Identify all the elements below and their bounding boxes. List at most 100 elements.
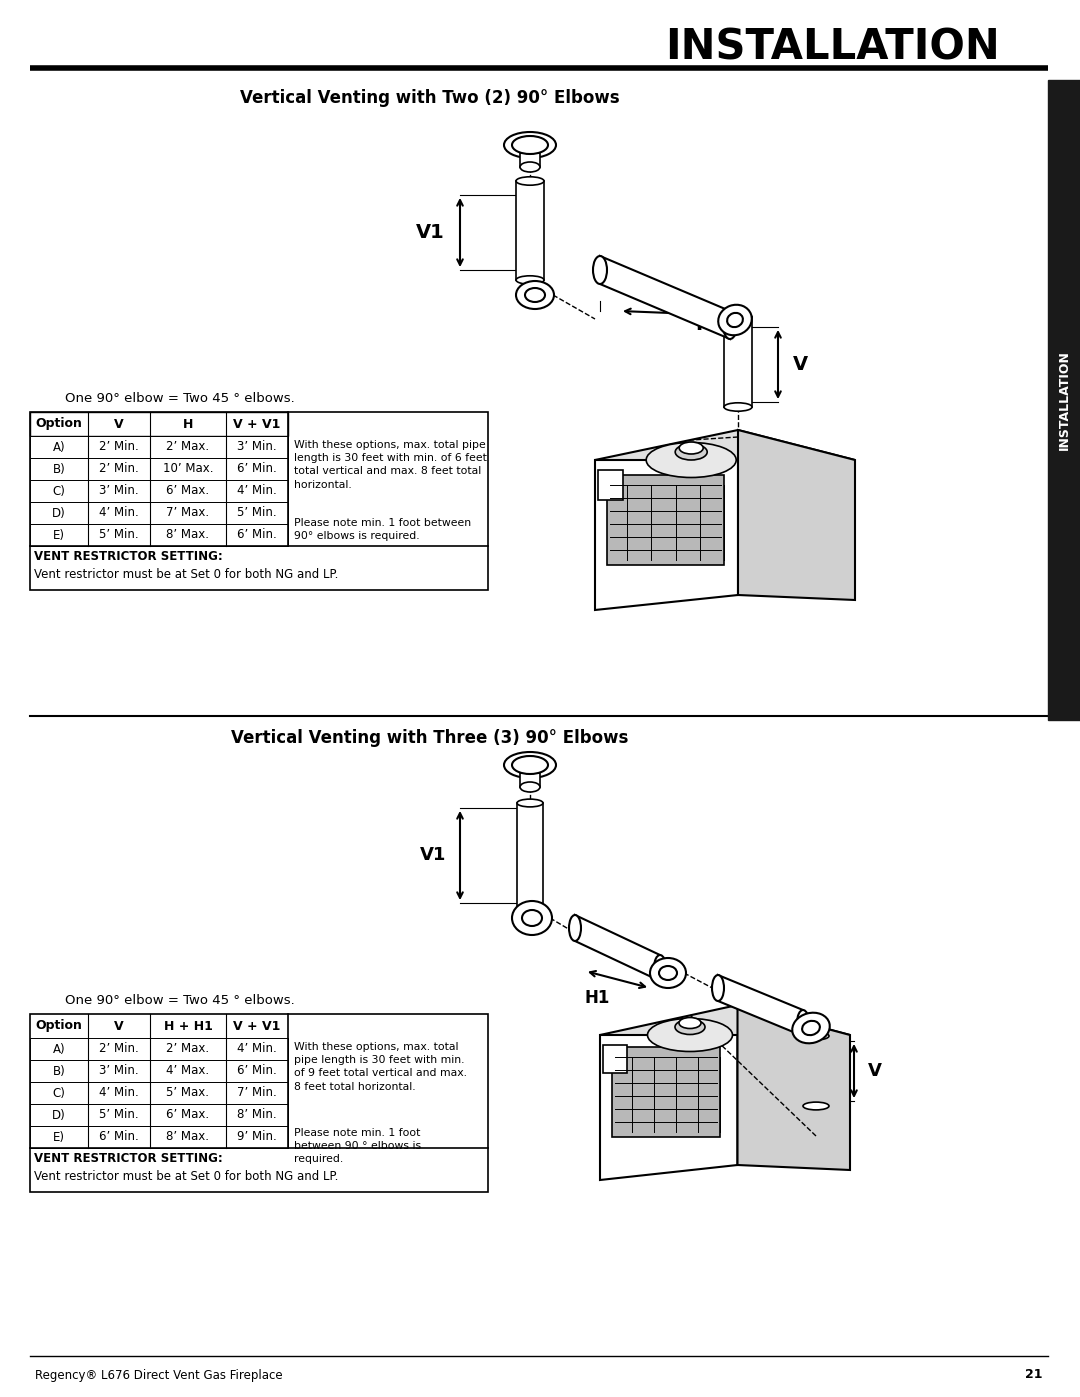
Text: 5’ Min.: 5’ Min. (99, 528, 139, 542)
Polygon shape (738, 430, 855, 599)
Ellipse shape (504, 131, 556, 158)
Text: One 90° elbow = Two 45 ° elbows.: One 90° elbow = Two 45 ° elbows. (65, 993, 295, 1006)
Text: 4’ Min.: 4’ Min. (238, 485, 276, 497)
Bar (30, 1014, 488, 1192)
Text: 2’ Max.: 2’ Max. (166, 440, 210, 454)
Ellipse shape (517, 799, 543, 807)
Ellipse shape (516, 281, 554, 309)
Text: 5’ Min.: 5’ Min. (238, 507, 276, 520)
Ellipse shape (654, 956, 666, 981)
Text: Vent restrictor must be at Set 0 for both NG and LP.: Vent restrictor must be at Set 0 for bot… (33, 1169, 338, 1182)
Text: V: V (114, 1020, 124, 1032)
Text: 4’ Min.: 4’ Min. (99, 507, 139, 520)
Ellipse shape (512, 136, 548, 154)
Polygon shape (600, 1035, 738, 1180)
Text: A): A) (53, 1042, 65, 1056)
Text: 3’ Min.: 3’ Min. (99, 1065, 139, 1077)
Text: Vertical Venting with Two (2) 90° Elbows: Vertical Venting with Two (2) 90° Elbows (240, 89, 620, 108)
Ellipse shape (512, 901, 552, 935)
Text: 8’ Min.: 8’ Min. (238, 1108, 276, 1122)
Bar (607, 475, 724, 564)
Polygon shape (595, 430, 855, 490)
Text: 2’ Min.: 2’ Min. (99, 1042, 139, 1056)
Ellipse shape (646, 443, 737, 478)
Text: V + V1: V + V1 (233, 418, 281, 430)
Text: V1: V1 (416, 222, 445, 242)
Bar (30, 481, 288, 502)
Text: D): D) (52, 1108, 66, 1122)
Text: 4’ Min.: 4’ Min. (99, 1087, 139, 1099)
Text: H: H (696, 316, 712, 334)
Bar (598, 469, 623, 500)
Bar (30, 1126, 288, 1148)
Ellipse shape (504, 752, 556, 778)
Bar (30, 502, 288, 524)
Polygon shape (575, 915, 660, 981)
Text: 6’ Max.: 6’ Max. (166, 1108, 210, 1122)
Ellipse shape (519, 782, 540, 792)
Text: 2’ Max.: 2’ Max. (166, 1042, 210, 1056)
Ellipse shape (659, 965, 677, 981)
Bar (1048, 80, 1080, 719)
Text: 6’ Max.: 6’ Max. (166, 485, 210, 497)
Bar (519, 154, 540, 168)
Ellipse shape (712, 975, 724, 1002)
Polygon shape (600, 1004, 850, 1065)
Bar (804, 1037, 829, 1106)
Text: 10’ Max.: 10’ Max. (163, 462, 213, 475)
Bar (30, 436, 288, 458)
Text: V + V1: V + V1 (233, 1020, 281, 1032)
Text: Please note min. 1 foot
between 90 ° elbows is
required.: Please note min. 1 foot between 90 ° elb… (294, 1127, 421, 1165)
Text: B): B) (53, 462, 66, 475)
Text: V: V (868, 1062, 882, 1080)
Text: 9’ Min.: 9’ Min. (238, 1130, 276, 1144)
Text: 5’ Max.: 5’ Max. (166, 1087, 210, 1099)
Polygon shape (738, 1004, 850, 1171)
Bar (516, 182, 544, 279)
Bar (30, 1038, 288, 1060)
Ellipse shape (797, 1010, 809, 1037)
Text: INSTALLATION: INSTALLATION (665, 27, 1000, 68)
Text: V: V (793, 355, 808, 373)
Text: C): C) (53, 485, 66, 497)
Ellipse shape (569, 915, 581, 942)
Ellipse shape (516, 275, 544, 284)
Bar (30, 1083, 288, 1104)
Ellipse shape (727, 313, 743, 327)
Ellipse shape (517, 904, 543, 912)
Text: E): E) (53, 1130, 65, 1144)
Bar (30, 458, 288, 481)
Text: E): E) (53, 528, 65, 542)
Bar (30, 524, 288, 546)
Ellipse shape (675, 1020, 705, 1035)
Text: 3’ Min.: 3’ Min. (99, 485, 139, 497)
Text: Vertical Venting with Three (3) 90° Elbows: Vertical Venting with Three (3) 90° Elbo… (231, 729, 629, 747)
Text: 6’ Min.: 6’ Min. (238, 528, 276, 542)
Text: V: V (114, 418, 124, 430)
Ellipse shape (723, 312, 737, 339)
Text: 6’ Min.: 6’ Min. (238, 462, 276, 475)
Bar (30, 412, 288, 436)
Bar (30, 1104, 288, 1126)
Bar (519, 773, 540, 787)
Ellipse shape (516, 177, 544, 186)
Text: Please note min. 1 foot between
90° elbows is required.: Please note min. 1 foot between 90° elbo… (294, 518, 471, 541)
Polygon shape (600, 256, 730, 339)
Ellipse shape (650, 958, 686, 988)
Text: INSTALLATION: INSTALLATION (1057, 351, 1070, 450)
Bar (30, 1060, 288, 1083)
Text: Option: Option (36, 1020, 82, 1032)
Text: C): C) (53, 1087, 66, 1099)
Text: Regency® L676 Direct Vent Gas Fireplace: Regency® L676 Direct Vent Gas Fireplace (35, 1369, 283, 1382)
Text: 4’ Min.: 4’ Min. (238, 1042, 276, 1056)
Ellipse shape (525, 288, 545, 302)
Polygon shape (718, 975, 804, 1037)
Ellipse shape (679, 1017, 701, 1028)
Text: 21: 21 (1026, 1369, 1043, 1382)
Ellipse shape (793, 1013, 829, 1044)
Polygon shape (595, 460, 738, 610)
Bar (612, 1046, 719, 1137)
Ellipse shape (724, 402, 752, 411)
Text: 6’ Min.: 6’ Min. (99, 1130, 139, 1144)
Text: H: H (183, 418, 193, 430)
